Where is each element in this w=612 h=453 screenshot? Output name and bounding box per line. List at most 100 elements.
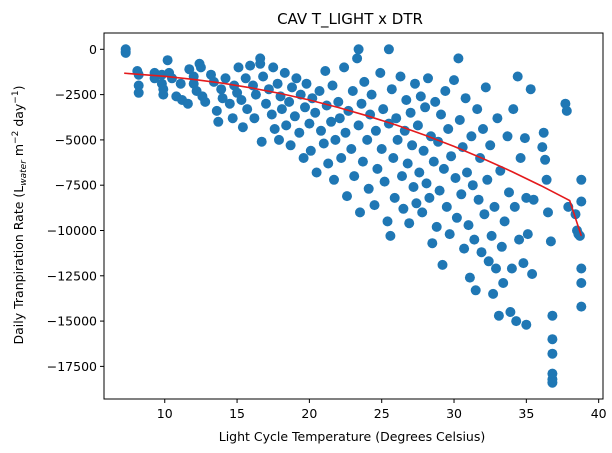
data-point bbox=[379, 176, 390, 187]
data-point bbox=[378, 104, 389, 115]
data-point bbox=[431, 221, 442, 232]
data-point bbox=[261, 98, 271, 109]
data-point bbox=[158, 89, 169, 100]
data-point bbox=[410, 78, 420, 89]
data-point bbox=[543, 207, 553, 218]
data-point bbox=[347, 86, 358, 96]
data-point bbox=[217, 93, 228, 104]
data-point bbox=[321, 100, 332, 111]
data-point bbox=[541, 174, 552, 185]
x-tick-label: 20 bbox=[301, 406, 317, 421]
data-point bbox=[311, 167, 322, 178]
data-point bbox=[505, 307, 516, 317]
data-point bbox=[232, 87, 243, 98]
data-point bbox=[420, 102, 431, 113]
data-point bbox=[372, 163, 383, 174]
y-tick-label: 0 bbox=[89, 42, 97, 57]
data-point bbox=[576, 174, 587, 185]
data-point bbox=[482, 174, 493, 185]
data-point bbox=[334, 113, 345, 124]
data-point bbox=[493, 310, 504, 321]
data-point bbox=[499, 216, 510, 227]
data-point bbox=[512, 71, 523, 82]
data-point bbox=[515, 153, 526, 163]
data-point bbox=[249, 113, 260, 124]
data-point bbox=[386, 84, 397, 95]
data-point bbox=[576, 278, 587, 288]
data-point bbox=[485, 140, 496, 151]
x-tick-label: 40 bbox=[591, 406, 607, 421]
data-point bbox=[470, 285, 481, 296]
data-point bbox=[480, 82, 491, 93]
data-point bbox=[519, 133, 530, 144]
data-point bbox=[441, 201, 452, 212]
data-point bbox=[316, 125, 326, 136]
data-point bbox=[274, 134, 284, 145]
data-point bbox=[545, 236, 556, 247]
data-point bbox=[356, 98, 367, 109]
data-point bbox=[220, 73, 231, 84]
data-point bbox=[237, 122, 248, 133]
data-point bbox=[411, 198, 422, 209]
data-point bbox=[473, 194, 484, 205]
data-point bbox=[366, 89, 377, 100]
data-point bbox=[508, 104, 519, 115]
data-point bbox=[216, 84, 227, 95]
data-point bbox=[408, 182, 419, 192]
data-point bbox=[242, 104, 253, 115]
data-point bbox=[276, 104, 287, 115]
data-point bbox=[449, 75, 459, 86]
data-point bbox=[357, 156, 368, 167]
data-point bbox=[255, 58, 266, 69]
data-point bbox=[404, 218, 415, 229]
data-point bbox=[415, 91, 426, 102]
data-point bbox=[359, 76, 370, 87]
data-point bbox=[167, 73, 177, 84]
data-point bbox=[479, 209, 490, 220]
data-point bbox=[233, 62, 244, 73]
data-point bbox=[467, 180, 478, 191]
data-point bbox=[498, 278, 509, 288]
data-point bbox=[213, 116, 224, 127]
data-point bbox=[182, 98, 193, 109]
data-point bbox=[327, 80, 338, 91]
data-point bbox=[375, 67, 386, 78]
data-point bbox=[514, 234, 525, 245]
data-point bbox=[184, 64, 195, 75]
data-point bbox=[162, 55, 173, 66]
data-point bbox=[464, 272, 475, 283]
data-point bbox=[496, 241, 507, 252]
data-point bbox=[462, 167, 472, 178]
data-point bbox=[272, 78, 283, 89]
data-point bbox=[310, 107, 321, 118]
data-point bbox=[438, 163, 449, 174]
data-point bbox=[240, 73, 251, 84]
fit-line bbox=[124, 72, 583, 237]
data-point bbox=[397, 171, 407, 182]
data-point bbox=[460, 93, 471, 104]
data-point bbox=[538, 127, 549, 138]
data-point bbox=[424, 192, 435, 203]
data-point bbox=[281, 120, 292, 131]
data-point bbox=[329, 174, 339, 185]
data-point bbox=[469, 234, 480, 245]
data-point bbox=[486, 230, 497, 241]
data-point bbox=[483, 256, 494, 267]
data-point bbox=[466, 131, 477, 142]
data-point bbox=[369, 200, 380, 211]
data-point bbox=[509, 201, 520, 212]
data-point bbox=[412, 120, 423, 131]
data-point bbox=[428, 156, 439, 167]
data-point bbox=[444, 229, 455, 240]
y-tick-label: −17500 bbox=[47, 359, 97, 374]
data-point bbox=[489, 201, 500, 212]
data-point bbox=[250, 89, 261, 100]
data-point bbox=[227, 113, 238, 124]
data-point bbox=[434, 185, 445, 196]
data-point bbox=[443, 124, 454, 134]
data-point bbox=[405, 107, 416, 118]
data-point bbox=[561, 105, 572, 116]
data-point bbox=[268, 62, 279, 73]
data-point bbox=[289, 111, 300, 122]
data-point bbox=[392, 134, 403, 145]
